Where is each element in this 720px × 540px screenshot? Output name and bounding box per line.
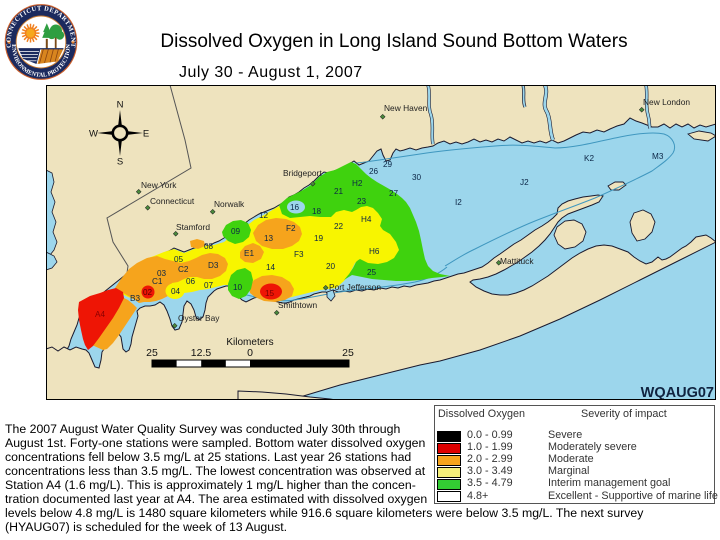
svg-text:Bridgeport: Bridgeport <box>283 168 322 178</box>
svg-text:13: 13 <box>264 234 274 243</box>
svg-text:WQAUG07: WQAUG07 <box>641 385 714 401</box>
svg-text:B3: B3 <box>130 294 140 303</box>
svg-text:H6: H6 <box>369 247 380 256</box>
svg-text:Oyster Bay: Oyster Bay <box>178 313 220 323</box>
svg-text:18: 18 <box>312 207 322 216</box>
svg-text:06: 06 <box>186 277 196 286</box>
svg-text:26: 26 <box>369 167 379 176</box>
svg-text:09: 09 <box>231 227 241 236</box>
svg-text:12: 12 <box>259 211 269 220</box>
svg-text:Smithtown: Smithtown <box>278 300 317 310</box>
svg-text:New York: New York <box>141 180 177 190</box>
svg-text:30: 30 <box>412 173 422 182</box>
svg-text:19: 19 <box>314 234 324 243</box>
svg-text:15: 15 <box>265 289 275 298</box>
svg-text:H2: H2 <box>352 179 363 188</box>
svg-text:A4: A4 <box>95 310 105 319</box>
svg-text:M3: M3 <box>652 152 664 161</box>
svg-text:Port Jefferson: Port Jefferson <box>329 282 381 292</box>
svg-text:02: 02 <box>143 288 153 297</box>
svg-text:F2: F2 <box>286 224 296 233</box>
svg-text:20: 20 <box>326 262 336 271</box>
svg-text:16: 16 <box>290 203 300 212</box>
svg-text:Kilometers: Kilometers <box>226 337 273 348</box>
svg-text:N: N <box>117 100 124 111</box>
svg-text:Norwalk: Norwalk <box>214 199 245 209</box>
svg-text:27: 27 <box>389 189 399 198</box>
svg-text:29: 29 <box>383 160 393 169</box>
svg-text:W: W <box>89 129 98 140</box>
svg-text:C2: C2 <box>178 265 189 274</box>
svg-text:Mattituck: Mattituck <box>500 256 534 266</box>
svg-text:D3: D3 <box>208 261 219 270</box>
svg-text:Stamford: Stamford <box>176 222 210 232</box>
svg-text:03: 03 <box>157 269 167 278</box>
svg-text:21: 21 <box>334 187 344 196</box>
svg-text:S: S <box>117 157 123 168</box>
svg-text:14: 14 <box>266 263 276 272</box>
svg-text:08: 08 <box>204 242 214 251</box>
svg-text:10: 10 <box>233 283 243 292</box>
svg-text:12.5: 12.5 <box>191 347 212 359</box>
svg-text:H4: H4 <box>361 215 372 224</box>
svg-text:E: E <box>143 129 149 140</box>
svg-text:25: 25 <box>146 347 158 359</box>
svg-text:0: 0 <box>247 347 253 359</box>
svg-text:22: 22 <box>334 222 344 231</box>
svg-text:Connecticut: Connecticut <box>150 196 195 206</box>
svg-text:25: 25 <box>342 347 354 359</box>
svg-text:07: 07 <box>204 281 214 290</box>
svg-text:25: 25 <box>367 268 377 277</box>
svg-text:E1: E1 <box>244 249 254 258</box>
svg-text:04: 04 <box>171 287 181 296</box>
svg-text:05: 05 <box>174 255 184 264</box>
svg-text:New Haven: New Haven <box>384 103 428 113</box>
svg-text:J2: J2 <box>520 178 529 187</box>
svg-text:C1: C1 <box>152 277 163 286</box>
svg-text:K2: K2 <box>584 154 594 163</box>
svg-text:23: 23 <box>357 197 367 206</box>
svg-text:I2: I2 <box>455 198 462 207</box>
svg-text:F3: F3 <box>294 250 304 259</box>
svg-text:New London: New London <box>643 97 690 107</box>
